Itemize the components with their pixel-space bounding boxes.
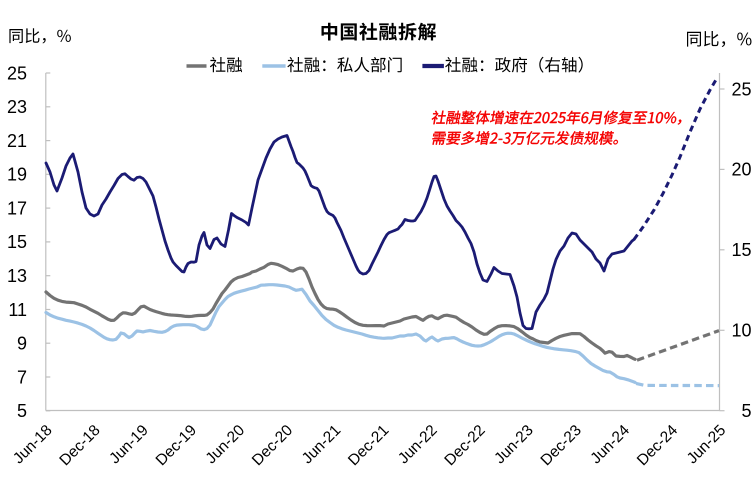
svg-text:11: 11 <box>8 300 27 320</box>
svg-text:17: 17 <box>7 198 27 218</box>
svg-text:7: 7 <box>17 367 27 387</box>
svg-text:21: 21 <box>7 131 27 151</box>
svg-text:15: 15 <box>731 240 751 260</box>
svg-text:19: 19 <box>7 165 27 185</box>
svg-text:15: 15 <box>7 232 27 252</box>
svg-text:10: 10 <box>731 321 751 341</box>
svg-text:9: 9 <box>17 334 27 354</box>
svg-text:5: 5 <box>741 401 751 421</box>
svg-text:23: 23 <box>7 97 27 117</box>
svg-text:25: 25 <box>7 63 27 83</box>
svg-text:25: 25 <box>731 79 751 99</box>
svg-text:20: 20 <box>731 160 751 180</box>
svg-text:5: 5 <box>17 401 27 421</box>
svg-text:13: 13 <box>7 266 27 286</box>
